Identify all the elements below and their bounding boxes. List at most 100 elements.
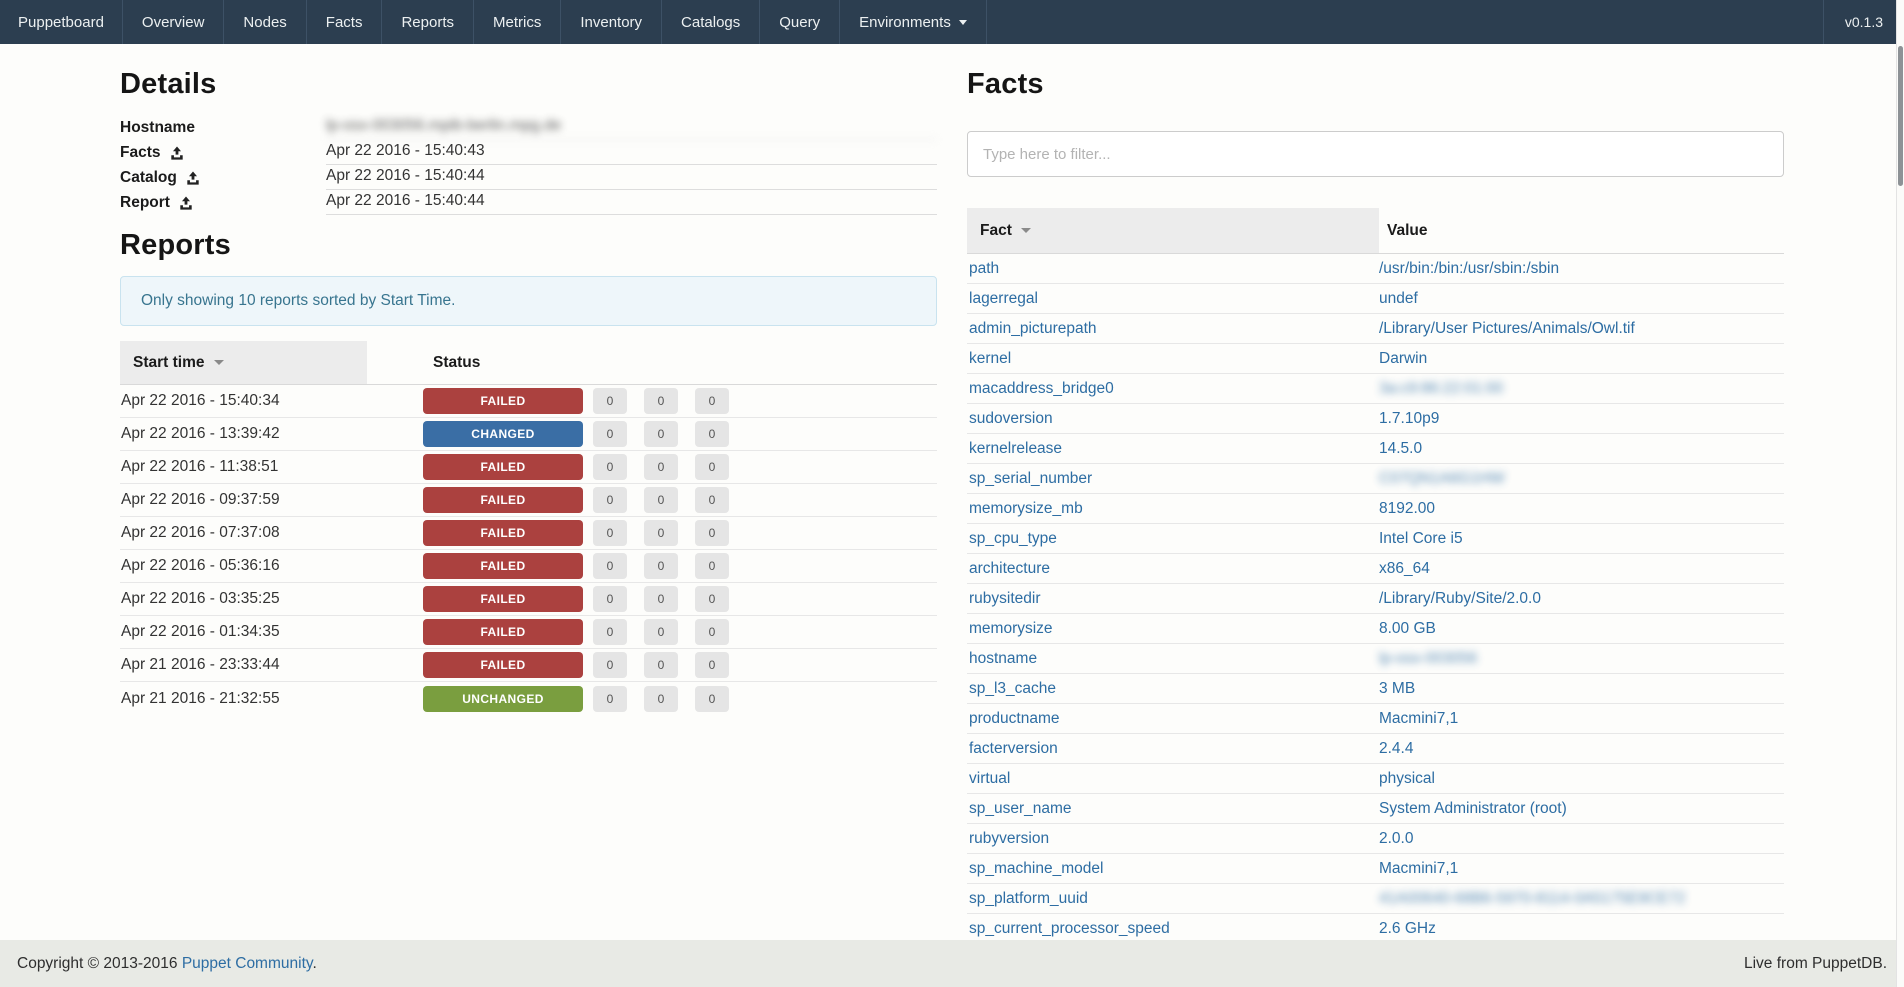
fact-name-link[interactable]: kernelrelease	[969, 440, 1062, 457]
fact-name-link[interactable]: facterversion	[969, 740, 1058, 757]
counter-badge: 0	[695, 520, 729, 546]
nav-item-facts[interactable]: Facts	[307, 0, 383, 44]
fact-value-link[interactable]: 2.4.4	[1379, 740, 1413, 757]
chevron-down-icon	[959, 20, 967, 25]
fact-value-link[interactable]: Darwin	[1379, 350, 1427, 367]
counter-badge: 0	[593, 686, 627, 712]
fact-value-link[interactable]: x86_64	[1379, 560, 1430, 577]
counter-badge: 0	[593, 487, 627, 513]
fact-value-link[interactable]: /Library/User Pictures/Animals/Owl.tif	[1379, 320, 1635, 337]
fact-value-link[interactable]: undef	[1379, 290, 1418, 307]
fact-row: architecture x86_64	[967, 554, 1784, 584]
fact-value-link[interactable]: 14.5.0	[1379, 440, 1422, 457]
fact-value-link[interactable]: /usr/bin:/bin:/usr/sbin:/sbin	[1379, 260, 1559, 277]
fact-name-link[interactable]: rubysitedir	[969, 590, 1041, 607]
fact-value-link[interactable]: 41A00640-68B6-5970-8114-0A5175E9CE72	[1379, 890, 1686, 907]
detail-value: Apr 22 2016 - 15:40:44	[326, 190, 937, 215]
fact-value-link[interactable]: 3a:c9:86:22:01:00	[1379, 380, 1503, 397]
fact-value-link[interactable]: 3 MB	[1379, 680, 1415, 697]
fact-name-link[interactable]: lagerregal	[969, 290, 1038, 307]
upload-icon	[179, 196, 193, 210]
scrollbar-thumb[interactable]	[1898, 46, 1903, 186]
fact-name-link[interactable]: kernel	[969, 350, 1011, 367]
nav-item-inventory[interactable]: Inventory	[561, 0, 662, 44]
fact-name-link[interactable]: productname	[969, 710, 1059, 727]
counter-badge: 0	[644, 421, 678, 447]
fact-name: path	[967, 260, 1379, 278]
fact-value-link[interactable]: 1.7.10p9	[1379, 410, 1439, 427]
fact-value-link[interactable]: 8.00 GB	[1379, 620, 1436, 637]
fact-name-link[interactable]: sp_platform_uuid	[969, 890, 1088, 907]
fact-value-link[interactable]: lp-osx-003056	[1379, 650, 1477, 667]
fact-name-link[interactable]: memorysize	[969, 620, 1053, 637]
copyright-text: Copyright © 2013-2016 Puppet Community.	[17, 955, 317, 973]
detail-label-text: Facts	[120, 144, 161, 162]
puppet-community-link[interactable]: Puppet Community	[182, 955, 313, 972]
fact-value: System Administrator (root)	[1379, 800, 1784, 818]
fact-value: 41A00640-68B6-5970-8114-0A5175E9CE72	[1379, 890, 1784, 908]
fact-name-link[interactable]: path	[969, 260, 999, 277]
facts-filter-input[interactable]	[967, 131, 1784, 177]
fact-value-link[interactable]: Intel Core i5	[1379, 530, 1463, 547]
column-header-status[interactable]: Status	[433, 341, 480, 384]
report-start-time: Apr 22 2016 - 15:40:34	[120, 392, 423, 410]
right-column: Facts Fact Value path /usr/bin:/bin:/usr…	[967, 54, 1784, 944]
nav-item-nodes[interactable]: Nodes	[224, 0, 306, 44]
scrollbar-track[interactable]	[1896, 0, 1904, 987]
counter-badge: 0	[695, 553, 729, 579]
fact-name: sp_serial_number	[967, 470, 1379, 488]
column-header-value[interactable]: Value	[1379, 208, 1428, 253]
fact-name-link[interactable]: sp_l3_cache	[969, 680, 1056, 697]
fact-value: /Library/User Pictures/Animals/Owl.tif	[1379, 320, 1784, 338]
fact-name-link[interactable]: macaddress_bridge0	[969, 380, 1114, 397]
fact-name-link[interactable]: sudoversion	[969, 410, 1053, 427]
report-start-time: Apr 22 2016 - 03:35:25	[120, 590, 423, 608]
fact-value-link[interactable]: 2.6 GHz	[1379, 920, 1436, 937]
fact-name-link[interactable]: sp_user_name	[969, 800, 1072, 817]
fact-name-link[interactable]: sp_current_processor_speed	[969, 920, 1170, 937]
fact-name-link[interactable]: sp_serial_number	[969, 470, 1092, 487]
detail-row: Catalog Apr 22 2016 - 15:40:44	[120, 165, 937, 190]
detail-row: Facts Apr 22 2016 - 15:40:43	[120, 140, 937, 165]
fact-value: Darwin	[1379, 350, 1784, 368]
counter-badge: 0	[593, 388, 627, 414]
fact-name-link[interactable]: hostname	[969, 650, 1037, 667]
fact-value: 2.6 GHz	[1379, 920, 1784, 938]
nav-item-catalogs[interactable]: Catalogs	[662, 0, 760, 44]
detail-label: Catalog	[120, 169, 326, 187]
fact-value: 8.00 GB	[1379, 620, 1784, 638]
fact-name-link[interactable]: rubyversion	[969, 830, 1049, 847]
nav-item-query[interactable]: Query	[760, 0, 840, 44]
fact-name-link[interactable]: memorysize_mb	[969, 500, 1083, 517]
sort-desc-icon	[214, 360, 224, 365]
counter-badge: 0	[644, 652, 678, 678]
fact-value-link[interactable]: 2.0.0	[1379, 830, 1413, 847]
fact-value-link[interactable]: /Library/Ruby/Site/2.0.0	[1379, 590, 1541, 607]
fact-value-link[interactable]: C07QN1A6G1HW	[1379, 470, 1505, 487]
counter-badge: 0	[644, 686, 678, 712]
column-header-start-time[interactable]: Start time	[120, 341, 367, 384]
fact-name-link[interactable]: sp_cpu_type	[969, 530, 1057, 547]
fact-name-link[interactable]: virtual	[969, 770, 1010, 787]
fact-value-link[interactable]: Macmini7,1	[1379, 710, 1458, 727]
nav-item-overview[interactable]: Overview	[123, 0, 225, 44]
navbar-brand[interactable]: Puppetboard	[0, 0, 123, 44]
nav-item-metrics[interactable]: Metrics	[474, 0, 561, 44]
fact-name: architecture	[967, 560, 1379, 578]
detail-value: lp-osx-003056.mpib-berlin.mpg.de	[326, 115, 937, 140]
report-status-badge: CHANGED	[423, 421, 583, 447]
nav-item-reports[interactable]: Reports	[382, 0, 474, 44]
fact-name: virtual	[967, 770, 1379, 788]
fact-value-link[interactable]: System Administrator (root)	[1379, 800, 1567, 817]
counter-badge: 0	[644, 388, 678, 414]
fact-name-link[interactable]: admin_picturepath	[969, 320, 1097, 337]
fact-value-link[interactable]: physical	[1379, 770, 1435, 787]
counter-badge: 0	[593, 520, 627, 546]
fact-name-link[interactable]: architecture	[969, 560, 1050, 577]
fact-value-link[interactable]: 8192.00	[1379, 500, 1435, 517]
nav-item-environments[interactable]: Environments	[840, 0, 987, 44]
fact-value-link[interactable]: Macmini7,1	[1379, 860, 1458, 877]
column-header-fact[interactable]: Fact	[967, 208, 1379, 253]
fact-name-link[interactable]: sp_machine_model	[969, 860, 1103, 877]
report-start-time: Apr 22 2016 - 05:36:16	[120, 557, 423, 575]
